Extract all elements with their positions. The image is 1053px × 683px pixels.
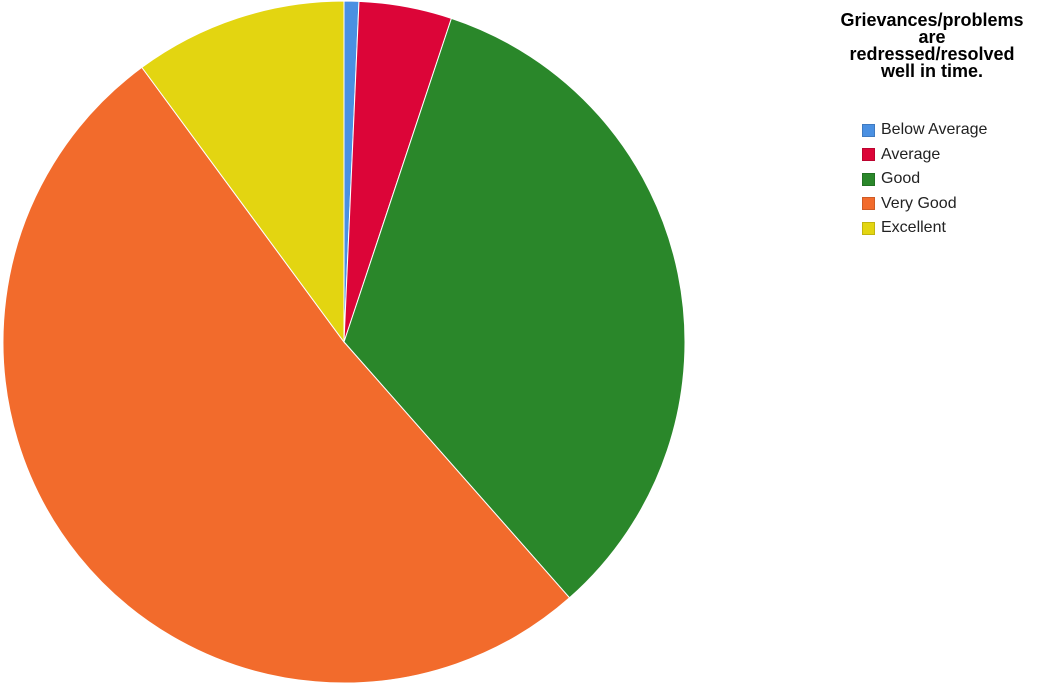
legend-label: Average: [881, 145, 941, 163]
legend-swatch: [862, 221, 875, 235]
legend-swatch: [862, 172, 875, 186]
legend-label: Very Good: [881, 194, 957, 212]
legend-label: Below Average: [881, 121, 988, 139]
legend-item-below-average: Below Average: [862, 118, 987, 143]
legend-swatch: [862, 123, 875, 137]
legend-swatch: [862, 197, 875, 211]
legend-list: Below Average Average Good Very Good Excelle…: [862, 118, 987, 241]
chart-title: Grievances/problems are redressed/resolv…: [840, 10, 1024, 81]
legend-swatch: [862, 148, 875, 162]
legend-item-average: Average: [862, 143, 987, 168]
legend-item-good: Good: [862, 167, 987, 192]
pie-slice-very-good: [2, 66, 571, 683]
pie-slice-excellent: [141, 0, 345, 344]
legend: Grievances/problems are redressed/resolv…: [814, 10, 1050, 236]
legend-label: Good: [881, 170, 921, 188]
legend-label: Excellent: [881, 219, 946, 237]
pie-slice-good: [343, 17, 686, 599]
legend-item-very-good: Very Good: [862, 192, 987, 217]
legend-item-excellent: Excellent: [862, 216, 987, 241]
